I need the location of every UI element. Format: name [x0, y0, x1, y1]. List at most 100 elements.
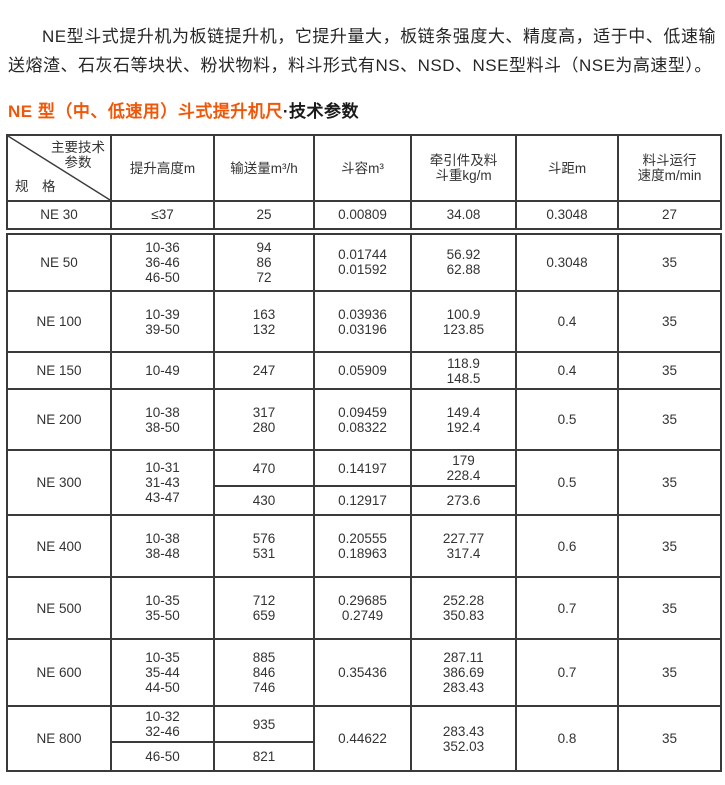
cell-height: 10-35 35-50	[110, 576, 215, 640]
cell-pitch: 0.8	[515, 705, 619, 772]
table-row-ne300-b: 430 0.12917 273.6	[7, 485, 721, 516]
table-row-ne500: NE 500 10-35 35-50 712 659 0.29685 0.274…	[6, 576, 722, 640]
cell-pitch: 0.3048	[515, 200, 619, 235]
corner-label-params: 主要技术 参数	[51, 140, 105, 170]
cell-height: 10-38 38-50	[110, 388, 215, 451]
column-header-height: 提升高度m	[110, 134, 215, 202]
cell-speed: 35	[617, 638, 722, 707]
model-cell: NE 300	[6, 449, 112, 516]
cell-capacity: 712 659	[213, 576, 315, 640]
model-cell: NE 500	[6, 576, 112, 640]
cell-pitch: 0.4	[515, 290, 619, 353]
model-cell: NE 200	[6, 388, 112, 451]
table-row-ne400: NE 400 10-38 38-48 576 531 0.20555 0.189…	[6, 514, 722, 578]
cell-weight: 56.92 62.88	[410, 230, 517, 292]
column-header-pitch: 斗距m	[515, 134, 619, 202]
cell-height: 10-32 32-46	[110, 705, 215, 743]
table-header-row: 主要技术 参数 规 格 提升高度m 输送量m³/h 斗容m³ 牵引件及料 斗重k…	[6, 134, 722, 202]
cell-height: 10-35 35-44 44-50	[110, 638, 215, 707]
specs-table: 主要技术 参数 规 格 提升高度m 输送量m³/h 斗容m³ 牵引件及料 斗重k…	[6, 134, 722, 772]
cell-volume: 0.44622	[313, 705, 412, 772]
cell-weight: 179 228.4	[410, 449, 517, 487]
cell-speed: 35	[617, 449, 722, 516]
cell-height: ≤37	[110, 200, 215, 235]
model-cell: NE 30	[6, 200, 112, 235]
model-cell: NE 600	[6, 638, 112, 707]
column-header-speed: 料斗运行 速度m/min	[617, 134, 722, 202]
cell-weight: 118.9 148.5	[410, 351, 517, 390]
cell-pitch: 0.7	[515, 576, 619, 640]
table-row-ne800-b: 46-50 821	[7, 741, 721, 772]
cell-pitch: 0.7	[515, 638, 619, 707]
table-row-ne300-a: NE 300 10-31 31-43 43-47 470 0.14197 179…	[6, 449, 722, 516]
cell-capacity: 885 846 746	[213, 638, 315, 707]
cell-capacity: 94 86 72	[213, 230, 315, 292]
cell-volume: 0.35436	[313, 638, 412, 707]
cell-capacity: 317 280	[213, 388, 315, 451]
cell-weight: 252.28 350.83	[410, 576, 517, 640]
cell-pitch: 0.5	[515, 449, 619, 516]
cell-volume: 0.12917	[313, 485, 412, 516]
table-row-ne600: NE 600 10-35 35-44 44-50 885 846 746 0.3…	[6, 638, 722, 707]
model-cell: NE 100	[6, 290, 112, 353]
corner-label-spec: 规 格	[15, 179, 56, 194]
table-row-ne50: NE 50 10-36 36-46 46-50 94 86 72 0.01744…	[6, 230, 722, 292]
table-row-ne30: NE 30 ≤37 25 0.00809 34.08 0.3048 27	[6, 200, 722, 235]
cell-volume: 0.00809	[313, 200, 412, 235]
cell-speed: 27	[617, 200, 722, 235]
corner-header: 主要技术 参数 规 格	[6, 134, 112, 202]
section-title-suffix: ·技术参数	[282, 102, 360, 121]
cell-height: 10-49	[110, 351, 215, 390]
intro-paragraph: NE型斗式提升机为板链提升机，它提升量大，板链条强度大、精度高，适于中、低速输送…	[8, 27, 716, 75]
cell-capacity: 470	[213, 449, 315, 487]
cell-capacity: 821	[213, 741, 315, 772]
cell-volume: 0.05909	[313, 351, 412, 390]
column-header-weight: 牵引件及料 斗重kg/m	[410, 134, 517, 202]
column-header-volume: 斗容m³	[313, 134, 412, 202]
cell-pitch: 0.4	[515, 351, 619, 390]
cell-speed: 35	[617, 514, 722, 578]
cell-volume: 0.03936 0.03196	[313, 290, 412, 353]
cell-volume: 0.01744 0.01592	[313, 230, 412, 292]
cell-capacity: 935	[213, 705, 315, 743]
cell-volume: 0.09459 0.08322	[313, 388, 412, 451]
table-row-ne150: NE 150 10-49 247 0.05909 118.9 148.5 0.4…	[6, 351, 722, 390]
cell-speed: 35	[617, 290, 722, 353]
cell-volume: 0.29685 0.2749	[313, 576, 412, 640]
section-title: NE 型（中、低速用）斗式提升机尺·技术参数	[8, 97, 725, 122]
cell-speed: 35	[617, 705, 722, 772]
cell-capacity: 576 531	[213, 514, 315, 578]
cell-weight: 283.43 352.03	[410, 705, 517, 772]
cell-weight: 227.77 317.4	[410, 514, 517, 578]
cell-capacity: 247	[213, 351, 315, 390]
cell-pitch: 0.3048	[515, 230, 619, 292]
cell-capacity: 163 132	[213, 290, 315, 353]
table-row-ne100: NE 100 10-39 39-50 163 132 0.03936 0.031…	[6, 290, 722, 353]
cell-height: 10-31 31-43 43-47	[110, 449, 215, 516]
cell-weight: 34.08	[410, 200, 517, 235]
cell-capacity: 25	[213, 200, 315, 235]
model-cell: NE 800	[6, 705, 112, 772]
cell-speed: 35	[617, 576, 722, 640]
model-cell: NE 150	[6, 351, 112, 390]
cell-weight: 287.11 386.69 283.43	[410, 638, 517, 707]
cell-speed: 35	[617, 230, 722, 292]
table-row-ne800-a: NE 800 10-32 32-46 935 0.44622 283.43 35…	[6, 705, 722, 772]
table-row-ne200: NE 200 10-38 38-50 317 280 0.09459 0.083…	[6, 388, 722, 451]
cell-volume: 0.14197	[313, 449, 412, 487]
cell-speed: 35	[617, 351, 722, 390]
model-cell: NE 50	[6, 230, 112, 292]
diagonal-divider	[8, 136, 110, 200]
column-header-capacity: 输送量m³/h	[213, 134, 315, 202]
cell-capacity: 430	[213, 485, 315, 516]
cell-height: 46-50	[110, 741, 215, 772]
cell-speed: 35	[617, 388, 722, 451]
cell-pitch: 0.6	[515, 514, 619, 578]
cell-height: 10-39 39-50	[110, 290, 215, 353]
cell-volume: 0.20555 0.18963	[313, 514, 412, 578]
cell-weight: 273.6	[410, 485, 517, 516]
section-title-accent: NE 型（中、低速用）斗式提升机尺	[8, 102, 283, 121]
cell-weight: 149.4 192.4	[410, 388, 517, 451]
cell-weight: 100.9 123.85	[410, 290, 517, 353]
model-cell: NE 400	[6, 514, 112, 578]
